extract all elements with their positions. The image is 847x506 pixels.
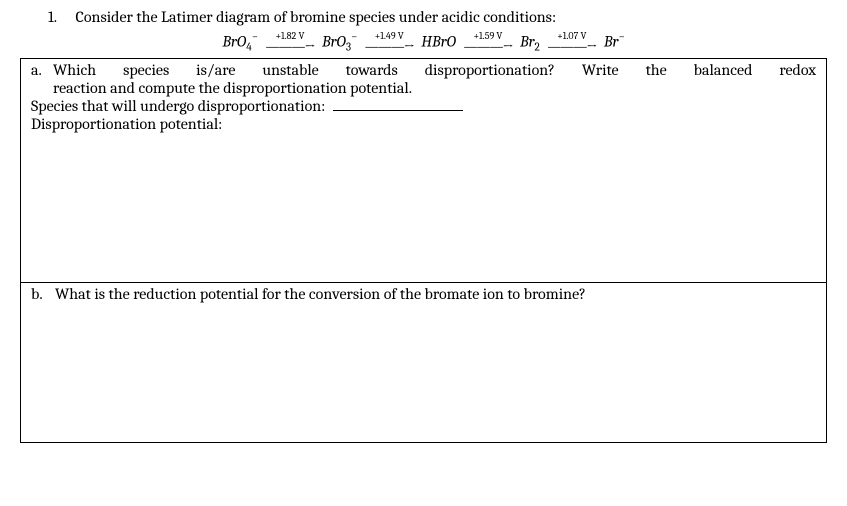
- species-br-minus: Br−: [602, 30, 627, 54]
- part-a-line2: reaction and compute the disproportionat…: [53, 79, 816, 97]
- part-a-prompt1: Species that will undergo disproportiona…: [31, 97, 816, 115]
- part-b-text: What is the reduction potential for the …: [55, 285, 586, 303]
- part-a-text1: Which species is/are unstable towards di…: [53, 61, 816, 79]
- question-number: 1.: [48, 8, 72, 26]
- latimer-diagram: BrO4− +1.82 V ———→ BrO3− +1.49 V ———→ HB…: [20, 30, 827, 54]
- part-a-label: a.: [31, 61, 53, 79]
- arrow-icon: ———→: [365, 42, 414, 52]
- arrow-2: +1.49 V ———→: [363, 31, 416, 52]
- part-b-line: b. What is the reduction potential for t…: [31, 285, 816, 303]
- arrow-1: +1.82 V ———→: [263, 31, 316, 52]
- species-br2: Br2: [518, 30, 542, 54]
- arrow-4: +1.07 V ———→: [545, 31, 598, 52]
- question-header: 1. Consider the Latimer diagram of bromi…: [48, 8, 827, 26]
- arrow-icon: ———→: [265, 42, 314, 52]
- arrow-3: +1.59 V ———→: [461, 31, 514, 52]
- question-text: Consider the Latimer diagram of bromine …: [76, 8, 557, 26]
- species-hbro: HBrO: [419, 30, 458, 54]
- part-a-line1: a. Which species is/are unstable towards…: [31, 61, 816, 79]
- species-bro4: BrO4−: [220, 30, 260, 54]
- part-a-prompt2: Disproportionation potential:: [31, 115, 816, 133]
- part-b-label: b.: [31, 285, 55, 303]
- part-a-box: a. Which species is/are unstable towards…: [20, 58, 827, 283]
- arrow-icon: ———→: [547, 42, 596, 52]
- species-bro3: BrO3−: [320, 30, 359, 54]
- arrow-icon: ———→: [463, 42, 512, 52]
- part-b-box: b. What is the reduction potential for t…: [20, 283, 827, 443]
- blank-line: [333, 110, 463, 111]
